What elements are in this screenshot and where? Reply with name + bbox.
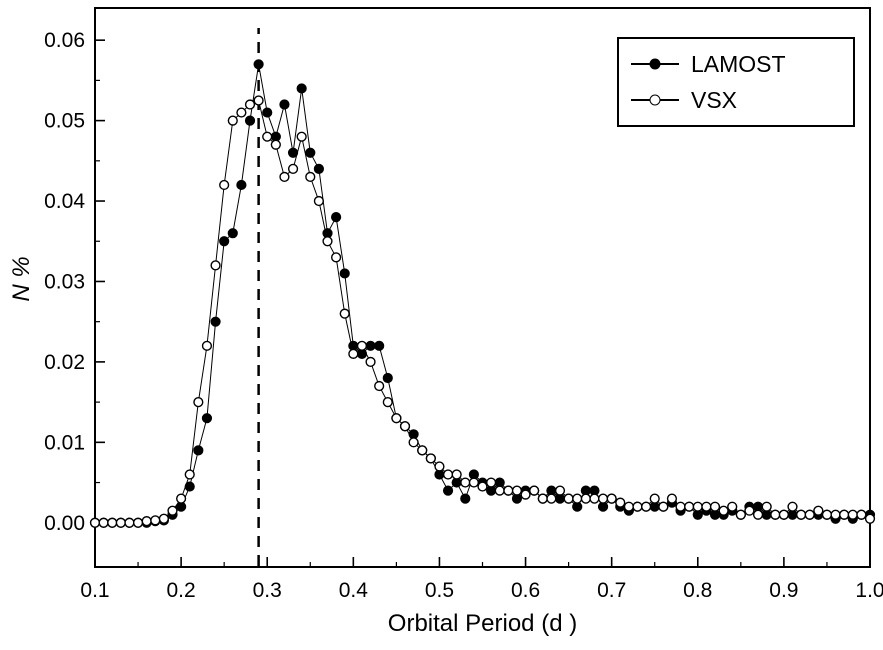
svg-text:0.6: 0.6: [511, 579, 540, 602]
svg-text:0.3: 0.3: [253, 579, 282, 602]
svg-text:1.0: 1.0: [855, 579, 883, 602]
x-axis-title: Orbital Period (d ): [387, 610, 578, 637]
open-dot-icon: [649, 94, 661, 106]
legend-label-vsx: VSX: [691, 86, 738, 113]
legend-item-vsx: VSX: [631, 82, 841, 118]
svg-text:0.1: 0.1: [80, 579, 109, 602]
svg-text:0.7: 0.7: [597, 579, 626, 602]
svg-text:0.06: 0.06: [44, 29, 85, 52]
legend-label-lamost: LAMOST: [691, 50, 786, 77]
svg-text:0.05: 0.05: [44, 110, 85, 133]
svg-text:0.04: 0.04: [44, 190, 85, 213]
open-circle-marker-icon: [631, 92, 679, 108]
svg-text:0.03: 0.03: [44, 270, 85, 293]
filled-circle-marker-icon: [631, 56, 679, 72]
filled-dot-icon: [649, 58, 661, 70]
svg-text:0.2: 0.2: [167, 579, 196, 602]
svg-text:0.9: 0.9: [769, 579, 798, 602]
svg-text:0.01: 0.01: [44, 431, 85, 454]
y-axis-title: N %: [8, 256, 35, 302]
svg-text:0.00: 0.00: [44, 512, 85, 535]
legend: LAMOST VSX: [617, 37, 855, 127]
svg-text:0.02: 0.02: [44, 351, 85, 374]
svg-text:0.4: 0.4: [339, 579, 369, 602]
svg-text:0.8: 0.8: [683, 579, 712, 602]
legend-item-lamost: LAMOST: [631, 46, 841, 82]
svg-text:0.5: 0.5: [425, 579, 454, 602]
